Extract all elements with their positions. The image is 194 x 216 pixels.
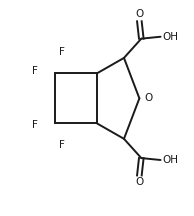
Text: O: O <box>144 93 152 103</box>
Text: OH: OH <box>162 155 178 165</box>
Text: O: O <box>135 10 144 19</box>
Text: O: O <box>135 177 144 187</box>
Text: F: F <box>59 47 65 57</box>
Text: F: F <box>32 120 38 130</box>
Text: F: F <box>32 66 38 76</box>
Text: OH: OH <box>162 32 178 42</box>
Text: F: F <box>59 140 65 150</box>
